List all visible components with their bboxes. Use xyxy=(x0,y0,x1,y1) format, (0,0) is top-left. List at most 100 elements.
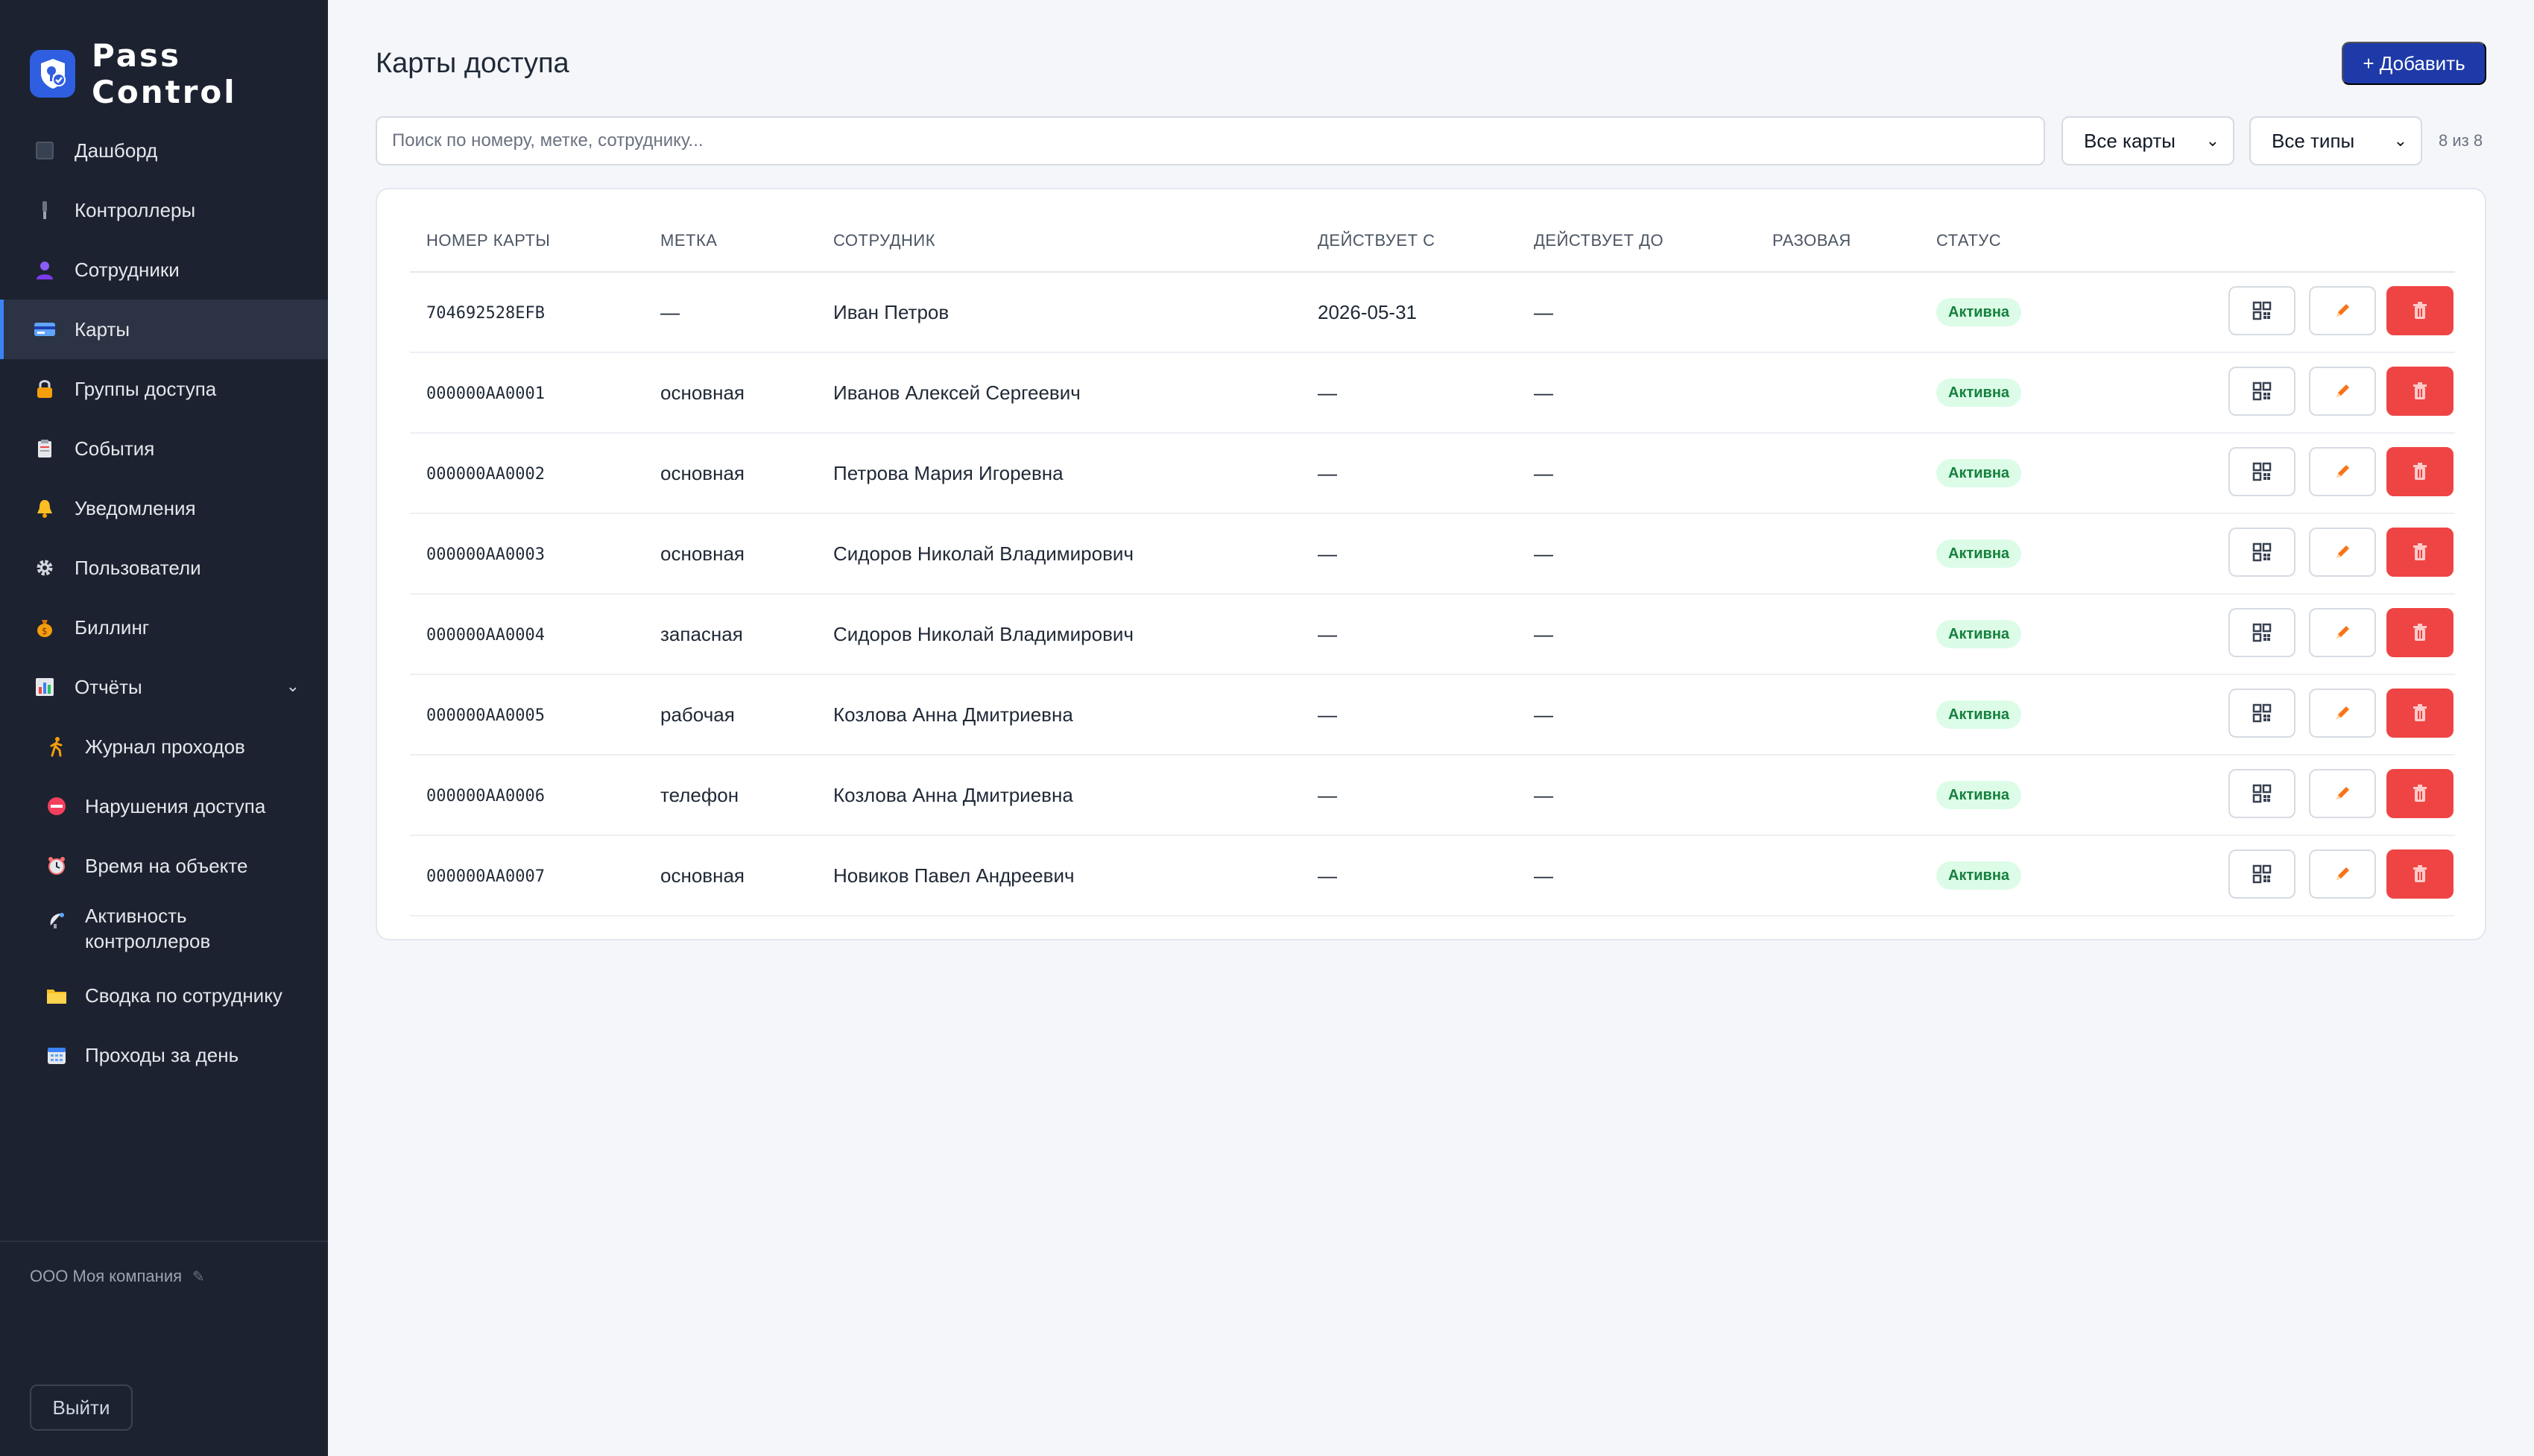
qr-code-icon xyxy=(2252,783,2272,804)
valid-to: — xyxy=(1534,462,1553,484)
table-row[interactable]: 000000AA0006 телефон Козлова Анна Дмитриев… xyxy=(410,756,2455,836)
sidebar-subitem-access-violations[interactable]: Нарушения доступа xyxy=(0,776,328,836)
edit-button[interactable] xyxy=(2309,849,2376,899)
sidebar-subitem-passes-per-day[interactable]: Проходы за день xyxy=(0,1025,328,1085)
employee-name: Козлова Анна Дмитриевна xyxy=(833,703,1073,726)
status-badge: Активна xyxy=(1936,781,2022,809)
qr-code-button[interactable] xyxy=(2228,286,2296,335)
qr-code-button[interactable] xyxy=(2228,769,2296,818)
sidebar-item-cards[interactable]: Карты xyxy=(0,300,328,359)
qr-code-icon xyxy=(2252,864,2272,884)
sidebar-subitem-pass-log[interactable]: Журнал проходов xyxy=(0,717,328,776)
employee-name: Козлова Анна Дмитриевна xyxy=(833,784,1073,806)
edit-button[interactable] xyxy=(2309,608,2376,657)
search-input[interactable] xyxy=(376,116,2045,165)
alarm-clock-icon xyxy=(45,854,69,878)
sidebar-subitem-label: Активность контроллеров xyxy=(85,905,211,952)
delete-button[interactable] xyxy=(2386,528,2454,577)
delete-button[interactable] xyxy=(2386,447,2454,496)
card-label: запасная xyxy=(660,623,743,645)
sidebar-item-billing[interactable]: $ Биллинг xyxy=(0,598,328,657)
valid-from: — xyxy=(1318,462,1337,484)
edit-button[interactable] xyxy=(2309,447,2376,496)
valid-from: — xyxy=(1318,784,1337,806)
sidebar-item-events[interactable]: События xyxy=(0,419,328,478)
qr-code-button[interactable] xyxy=(2228,689,2296,738)
delete-button[interactable] xyxy=(2386,608,2454,657)
sidebar-item-users[interactable]: Пользователи xyxy=(0,538,328,598)
pencil-icon xyxy=(2332,783,2353,804)
trash-icon xyxy=(2412,462,2428,481)
status-filter-select[interactable]: Все карты ⌄ xyxy=(2061,116,2234,165)
trash-icon xyxy=(2412,623,2428,642)
qr-code-icon xyxy=(2252,703,2272,724)
edit-button[interactable] xyxy=(2309,286,2376,335)
logout-button[interactable]: Выйти xyxy=(30,1384,133,1431)
sidebar-item-controllers[interactable]: Контроллеры xyxy=(0,180,328,240)
card-label: рабочая xyxy=(660,703,735,726)
table-row[interactable]: 000000AA0003 основная Сидоров Николай Влад… xyxy=(410,514,2455,595)
table-row[interactable]: 000000AA0001 основная Иванов Алексей Серге… xyxy=(410,353,2455,434)
column-header-valid-to[interactable]: ДЕЙСТВУЕТ ДО xyxy=(1534,231,1664,250)
satellite-icon xyxy=(45,908,69,931)
gear-icon xyxy=(33,556,57,580)
sidebar-item-access-groups[interactable]: Группы доступа xyxy=(0,359,328,419)
edit-button[interactable] xyxy=(2309,769,2376,818)
table-row[interactable]: 000000AA0007 основная Новиков Павел Андрее… xyxy=(410,836,2455,917)
delete-button[interactable] xyxy=(2386,689,2454,738)
table-row[interactable]: 000000AA0002 основная Петрова Мария Игорев… xyxy=(410,434,2455,514)
valid-to: — xyxy=(1534,703,1553,726)
user-icon xyxy=(33,258,57,282)
delete-button[interactable] xyxy=(2386,286,2454,335)
qr-code-button[interactable] xyxy=(2228,447,2296,496)
qr-code-icon xyxy=(2252,300,2272,321)
sidebar-item-label: Биллинг xyxy=(75,615,150,639)
valid-to: — xyxy=(1534,623,1553,645)
edit-button[interactable] xyxy=(2309,689,2376,738)
delete-button[interactable] xyxy=(2386,367,2454,416)
employee-name: Сидоров Николай Владимирович xyxy=(833,623,1134,645)
qr-code-button[interactable] xyxy=(2228,849,2296,899)
column-header-card-number[interactable]: НОМЕР КАРТЫ xyxy=(426,231,551,250)
valid-to: — xyxy=(1534,784,1553,806)
pencil-icon[interactable]: ✎ xyxy=(192,1269,205,1285)
table-row[interactable]: 704692528EFB — Иван Петров 2026-05-31 — Актив… xyxy=(410,273,2455,353)
qr-code-button[interactable] xyxy=(2228,528,2296,577)
delete-button[interactable] xyxy=(2386,849,2454,899)
trash-icon xyxy=(2412,542,2428,562)
delete-button[interactable] xyxy=(2386,769,2454,818)
column-header-employee[interactable]: СОТРУДНИК xyxy=(833,231,936,250)
valid-from: — xyxy=(1318,623,1337,645)
column-header-one-time[interactable]: РАЗОВАЯ xyxy=(1772,231,1851,250)
type-filter-select[interactable]: Все типы ⌄ xyxy=(2249,116,2422,165)
sidebar-item-dashboard[interactable]: Дашборд xyxy=(0,121,328,180)
trash-icon xyxy=(2412,301,2428,320)
app-logo[interactable]: Pass Control xyxy=(30,37,328,110)
sidebar-item-employees[interactable]: Сотрудники xyxy=(0,240,328,300)
column-header-valid-from[interactable]: ДЕЙСТВУЕТ С xyxy=(1318,231,1435,250)
column-header-status[interactable]: СТАТУС xyxy=(1936,231,2002,250)
sidebar-subitem-employee-summary[interactable]: Сводка по сотруднику xyxy=(0,966,328,1025)
pencil-icon xyxy=(2332,300,2353,321)
status-badge: Активна xyxy=(1936,298,2022,326)
edit-button[interactable] xyxy=(2309,367,2376,416)
sidebar-subitem-controller-activity[interactable]: Активность контроллеров xyxy=(0,896,328,966)
table-row[interactable]: 000000AA0005 рабочая Козлова Анна Дмитриев… xyxy=(410,675,2455,756)
company-name[interactable]: ООО Моя компания ✎ xyxy=(30,1267,205,1286)
qr-code-button[interactable] xyxy=(2228,367,2296,416)
chevron-down-icon[interactable]: ⌄ xyxy=(285,677,300,695)
clipboard-icon xyxy=(33,437,57,460)
trash-icon xyxy=(2412,784,2428,803)
sidebar-subitem-label: Проходы за день xyxy=(85,1044,239,1066)
sidebar-item-label: Пользователи xyxy=(75,556,201,579)
sidebar-item-label: Карты xyxy=(75,317,130,341)
qr-code-button[interactable] xyxy=(2228,608,2296,657)
add-card-button[interactable]: + Добавить xyxy=(2342,42,2486,85)
card-number: 000000AA0002 xyxy=(426,465,545,484)
sidebar-item-reports[interactable]: Отчёты ⌄ xyxy=(0,657,328,717)
sidebar-item-notifications[interactable]: Уведомления xyxy=(0,478,328,538)
column-header-label[interactable]: МЕТКА xyxy=(660,231,718,250)
table-row[interactable]: 000000AA0004 запасная Сидоров Николай Влад… xyxy=(410,595,2455,675)
edit-button[interactable] xyxy=(2309,528,2376,577)
sidebar-subitem-time-on-site[interactable]: Время на объекте xyxy=(0,836,328,896)
